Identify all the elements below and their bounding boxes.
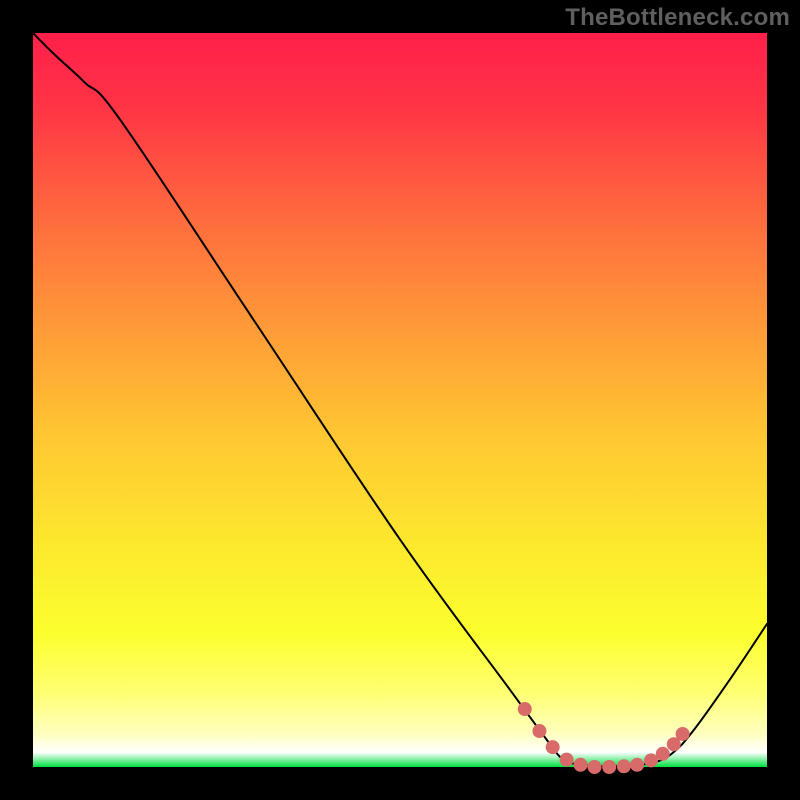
gradient-background: [33, 33, 767, 767]
marker-dot: [574, 758, 588, 772]
marker-dot: [546, 740, 560, 754]
marker-dot: [602, 760, 616, 774]
marker-dot: [560, 753, 574, 767]
marker-dot: [656, 747, 670, 761]
marker-dot: [532, 724, 546, 738]
marker-dot: [676, 727, 690, 741]
watermark-text: TheBottleneck.com: [565, 4, 790, 32]
marker-dot: [617, 759, 631, 773]
chart-container: TheBottleneck.com: [0, 0, 800, 800]
bottleneck-curve-chart: [0, 0, 800, 800]
marker-dot: [518, 702, 532, 716]
marker-dot: [588, 760, 602, 774]
marker-dot: [644, 753, 658, 767]
marker-dot: [630, 758, 644, 772]
